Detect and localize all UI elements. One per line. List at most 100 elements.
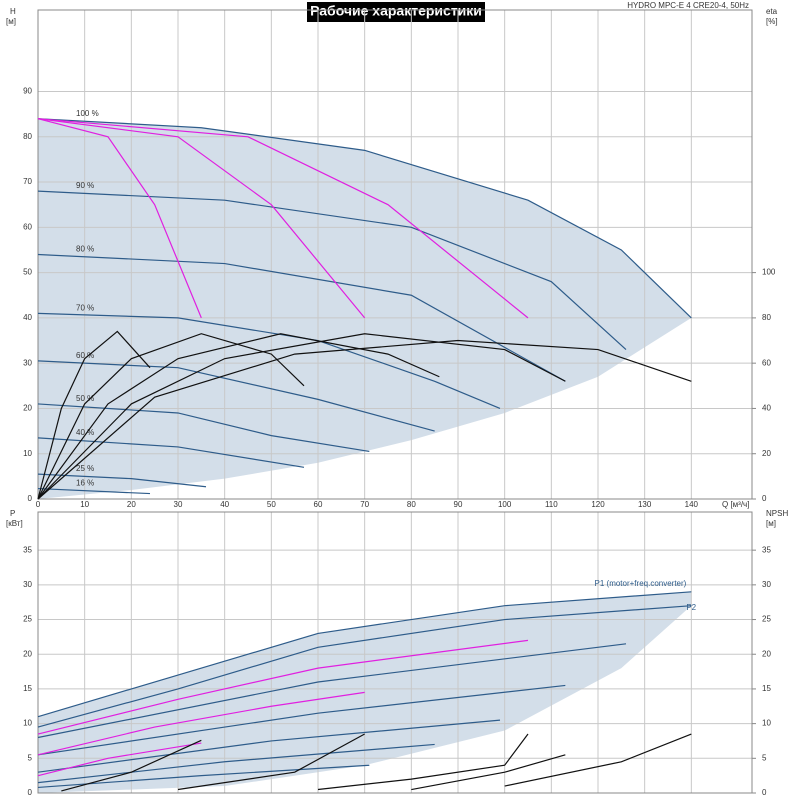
y-axis-unit: [кВт] bbox=[6, 519, 23, 528]
y2-tick-label: 5 bbox=[762, 753, 767, 762]
x-tick-label: 50 bbox=[267, 500, 276, 509]
y-tick-label: 30 bbox=[23, 358, 32, 367]
y2-tick-label: 0 bbox=[762, 494, 767, 503]
x-tick-label: 90 bbox=[454, 500, 463, 509]
curve bbox=[37, 605, 692, 728]
curve bbox=[37, 591, 692, 718]
curve bbox=[504, 733, 692, 787]
curve bbox=[37, 118, 202, 319]
y-tick-label: 40 bbox=[23, 313, 32, 322]
y2-tick-label: 100 bbox=[762, 268, 776, 277]
x-tick-label: 80 bbox=[407, 500, 416, 509]
y2-axis-unit: [%] bbox=[766, 17, 778, 26]
curve bbox=[37, 190, 627, 351]
plot-frame bbox=[37, 511, 753, 794]
curve-label: 50 % bbox=[76, 394, 94, 403]
curve bbox=[61, 739, 202, 792]
curve-label: P1 (motor+freq.converter) bbox=[595, 579, 687, 588]
curve-label: 100 % bbox=[76, 109, 99, 118]
curve-label: 60 % bbox=[76, 351, 94, 360]
curve bbox=[37, 487, 151, 495]
y-tick-label: 30 bbox=[23, 580, 32, 589]
y2-axis-label: eta bbox=[766, 7, 778, 16]
y-tick-label: 10 bbox=[23, 719, 32, 728]
curve bbox=[37, 743, 435, 784]
y-tick-label: 60 bbox=[23, 222, 32, 231]
y2-tick-label: 25 bbox=[762, 615, 771, 624]
curve bbox=[37, 643, 627, 739]
curve bbox=[411, 754, 566, 791]
curve bbox=[37, 473, 207, 488]
curve bbox=[177, 733, 365, 791]
y-tick-label: 15 bbox=[23, 684, 32, 693]
y-axis-label: P bbox=[10, 509, 15, 518]
curve bbox=[37, 684, 566, 756]
y-tick-label: 20 bbox=[23, 649, 32, 658]
curve bbox=[37, 437, 305, 468]
title-box bbox=[307, 2, 485, 22]
y-tick-label: 50 bbox=[23, 268, 32, 277]
y-axis-unit: [м] bbox=[6, 17, 16, 26]
y-tick-label: 0 bbox=[28, 494, 33, 503]
y2-tick-label: 0 bbox=[762, 788, 767, 797]
curve bbox=[37, 333, 566, 500]
curve bbox=[37, 330, 151, 500]
y-axis-label: H bbox=[10, 7, 16, 16]
curve-label: 25 % bbox=[76, 464, 94, 473]
x-tick-label: 60 bbox=[314, 500, 323, 509]
y-tick-label: 80 bbox=[23, 132, 32, 141]
curve-label: 40 % bbox=[76, 428, 94, 437]
curve bbox=[37, 719, 501, 773]
curve-label: 80 % bbox=[76, 245, 94, 254]
curve-label: 70 % bbox=[76, 303, 94, 312]
curve bbox=[37, 764, 370, 789]
curve bbox=[37, 253, 566, 382]
y2-tick-label: 20 bbox=[762, 449, 771, 458]
curve bbox=[37, 339, 692, 500]
y-tick-label: 25 bbox=[23, 615, 32, 624]
curve bbox=[37, 118, 692, 319]
y-tick-label: 90 bbox=[23, 87, 32, 96]
y2-axis-label: NPSH bbox=[766, 509, 788, 518]
y-tick-label: 5 bbox=[28, 753, 33, 762]
y-tick-label: 0 bbox=[28, 788, 33, 797]
x-tick-label: 100 bbox=[498, 500, 512, 509]
curve bbox=[37, 403, 370, 453]
x-tick-label: 110 bbox=[545, 500, 558, 509]
y-tick-label: 35 bbox=[23, 545, 32, 554]
x-tick-label: 140 bbox=[685, 500, 699, 509]
curve bbox=[37, 691, 365, 756]
chart-title: Рабочие характеристики bbox=[310, 3, 482, 19]
y2-tick-label: 20 bbox=[762, 649, 771, 658]
x-tick-label: 30 bbox=[174, 500, 183, 509]
curve-label: P2 bbox=[686, 603, 696, 612]
x-tick-label: 40 bbox=[220, 500, 229, 509]
curve-label: 16 % bbox=[76, 479, 94, 488]
curve bbox=[37, 118, 529, 319]
x-tick-label: 20 bbox=[127, 500, 136, 509]
x-tick-label: 120 bbox=[591, 500, 605, 509]
chart-subtitle: HYDRO MPC-E 4 CRE20-4, 50Hz bbox=[627, 1, 749, 10]
x-tick-label: 70 bbox=[360, 500, 369, 509]
curve bbox=[37, 360, 435, 432]
curve bbox=[317, 733, 529, 791]
x-tick-label: 0 bbox=[36, 500, 41, 509]
curve bbox=[37, 118, 366, 319]
y-tick-label: 70 bbox=[23, 177, 32, 186]
x-tick-label: 130 bbox=[638, 500, 652, 509]
y2-tick-label: 80 bbox=[762, 313, 771, 322]
curve bbox=[37, 333, 440, 500]
y2-tick-label: 40 bbox=[762, 404, 771, 413]
curve bbox=[37, 742, 202, 777]
y2-tick-label: 35 bbox=[762, 545, 771, 554]
y2-tick-label: 60 bbox=[762, 358, 771, 367]
y-tick-label: 20 bbox=[23, 404, 32, 413]
x-tick-label: 10 bbox=[80, 500, 89, 509]
x-axis-label: Q [м³/ч] bbox=[722, 500, 749, 509]
y2-tick-label: 15 bbox=[762, 684, 771, 693]
y-tick-label: 10 bbox=[23, 449, 32, 458]
y2-tick-label: 10 bbox=[762, 719, 771, 728]
y2-axis-unit: [м] bbox=[766, 519, 776, 528]
y2-tick-label: 30 bbox=[762, 580, 771, 589]
